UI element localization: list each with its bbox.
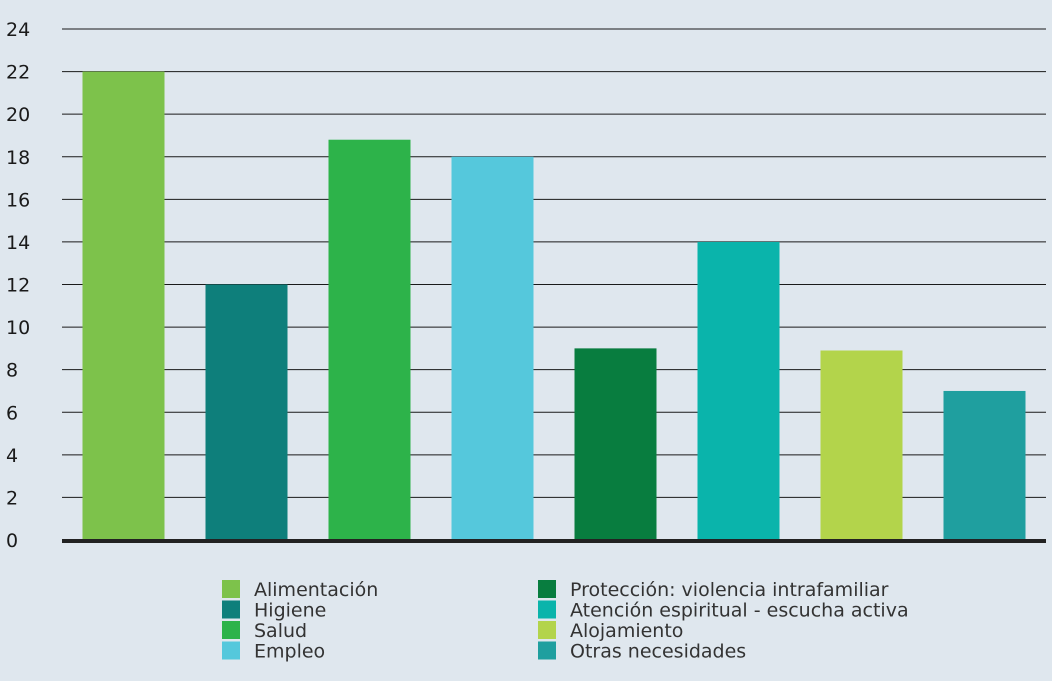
y-tick-label: 2 xyxy=(6,487,18,509)
legend-label: Protección: violencia intrafamiliar xyxy=(570,579,889,601)
y-tick-label: 6 xyxy=(6,402,18,424)
legend-swatch xyxy=(222,621,240,639)
legend-label: Salud xyxy=(254,620,307,642)
y-tick-label: 14 xyxy=(6,232,30,254)
y-tick-label: 20 xyxy=(6,104,30,126)
bar xyxy=(943,390,1026,540)
legend-swatch xyxy=(222,600,240,619)
legend-swatch xyxy=(222,641,240,660)
y-tick-label: 24 xyxy=(6,19,30,41)
bar xyxy=(82,71,165,540)
bars xyxy=(82,71,1026,540)
y-tick-label: 18 xyxy=(6,147,30,169)
legend-label: Alimentación xyxy=(254,579,378,601)
y-tick-label: 22 xyxy=(6,62,30,84)
legend-swatch xyxy=(538,600,556,619)
y-tick-label: 8 xyxy=(6,360,18,382)
bar xyxy=(451,156,534,540)
legend-swatch xyxy=(222,580,240,598)
legend-label: Alojamiento xyxy=(570,620,683,642)
legend-swatch xyxy=(538,580,556,598)
bar xyxy=(697,241,780,540)
bar xyxy=(820,350,903,540)
y-tick-label: 12 xyxy=(6,275,30,297)
legend-label: Higiene xyxy=(254,600,326,622)
y-tick-label: 10 xyxy=(6,317,30,339)
y-tick-label: 0 xyxy=(6,530,18,552)
y-tick-label: 4 xyxy=(6,445,18,467)
y-tick-label: 16 xyxy=(6,189,30,211)
legend-label: Empleo xyxy=(254,641,325,663)
legend-swatch xyxy=(538,621,556,639)
legend-label: Otras necesidades xyxy=(570,641,746,663)
legend-label: Atención espiritual - escucha activa xyxy=(570,600,909,622)
bar xyxy=(328,139,411,540)
bar xyxy=(574,348,657,540)
bar xyxy=(205,284,288,540)
legend-swatch xyxy=(538,641,556,660)
